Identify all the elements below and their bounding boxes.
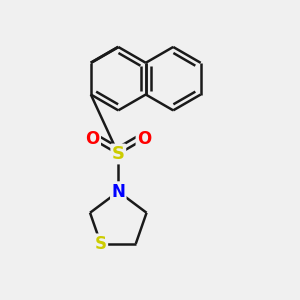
- Text: S: S: [112, 145, 125, 163]
- Text: O: O: [137, 130, 151, 148]
- Text: N: N: [111, 183, 125, 201]
- Text: O: O: [85, 130, 100, 148]
- Text: S: S: [95, 235, 107, 253]
